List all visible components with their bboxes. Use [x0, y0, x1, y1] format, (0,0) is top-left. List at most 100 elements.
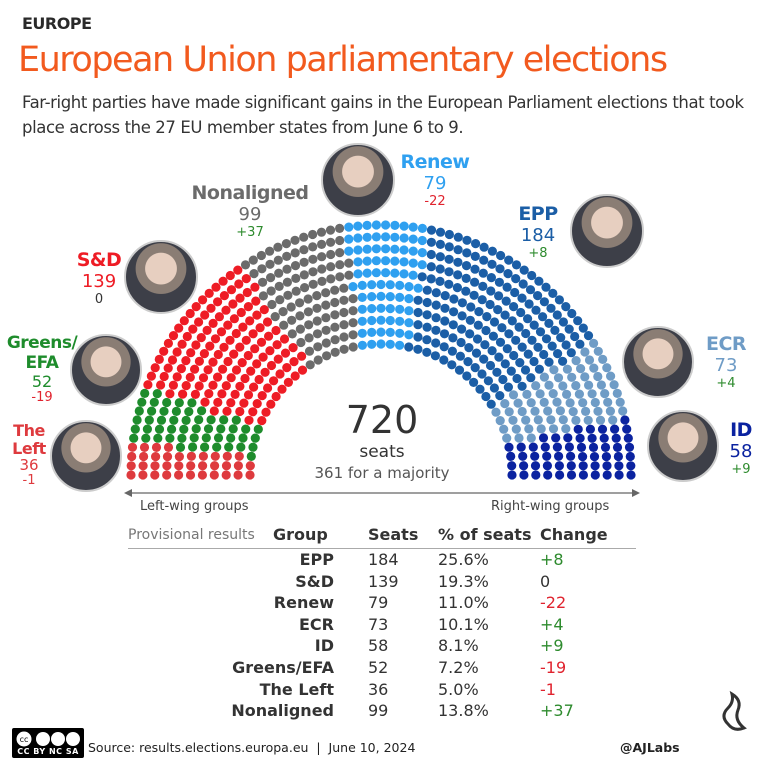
- seat-s-d: [168, 380, 178, 390]
- seat-epp: [544, 318, 554, 328]
- seat-the-left: [221, 470, 231, 480]
- seat-s-d: [280, 348, 291, 358]
- seat-epp: [539, 297, 550, 307]
- seat-epp: [561, 340, 571, 350]
- seat-nonaligned: [317, 239, 327, 249]
- seat-nonaligned: [299, 232, 309, 242]
- seat-renew: [408, 258, 418, 268]
- pct-cell: 19.3%: [438, 571, 489, 591]
- seat-ecr: [517, 406, 527, 417]
- seat-nonaligned: [330, 322, 340, 332]
- seat-epp: [440, 303, 450, 313]
- seat-s-d: [258, 352, 268, 362]
- seat-nonaligned: [321, 325, 331, 335]
- seat-renew: [404, 282, 414, 292]
- seat-epp: [498, 374, 508, 385]
- label-sd: S&D 139 0: [66, 249, 132, 307]
- seat-epp: [472, 334, 483, 344]
- seat-s-d: [243, 390, 254, 400]
- seat-renew: [357, 304, 367, 314]
- seat-renew: [413, 283, 423, 293]
- seat-epp: [485, 360, 496, 371]
- seat-ecr: [595, 415, 606, 425]
- seat-nonaligned: [282, 251, 292, 261]
- seat-s-d: [213, 397, 223, 407]
- seat-renew: [408, 222, 418, 232]
- seat-s-d: [235, 381, 245, 391]
- seat-renew: [417, 223, 427, 233]
- seat-nonaligned: [296, 337, 306, 348]
- seat-ecr: [535, 389, 545, 399]
- seat-epp: [435, 264, 445, 274]
- seat-id: [626, 470, 636, 480]
- seat-the-left: [126, 461, 136, 471]
- seat-s-d: [218, 364, 228, 374]
- seat-epp: [533, 342, 543, 352]
- seat-s-d: [226, 373, 236, 383]
- sd-leader-photo: [124, 240, 198, 314]
- seat-greens-efa: [187, 398, 197, 408]
- seat-epp: [523, 349, 533, 359]
- seat-renew: [381, 268, 391, 278]
- left-leader-photo: [50, 420, 122, 492]
- seat-s-d: [163, 338, 173, 348]
- seat-epp: [413, 295, 423, 305]
- seat-the-left: [245, 470, 255, 480]
- seat-nonaligned: [335, 260, 345, 270]
- label-greens: Greens/ EFA 52 -19: [2, 333, 82, 406]
- seat-greens-efa: [212, 442, 222, 452]
- seat-greens-efa: [213, 433, 224, 443]
- seat-s-d: [289, 357, 299, 367]
- seat-nonaligned: [265, 246, 275, 256]
- seat-ecr: [593, 406, 603, 416]
- seat-renew: [385, 327, 395, 337]
- seat-id: [542, 461, 553, 471]
- seat-epp: [481, 391, 491, 402]
- seat-epp: [511, 274, 521, 284]
- seat-renew: [348, 282, 358, 292]
- group-change: +4: [716, 375, 736, 391]
- seat-epp: [426, 237, 436, 247]
- seat-renew: [362, 244, 372, 254]
- seat-epp: [447, 360, 457, 370]
- seat-epp: [475, 384, 485, 394]
- seat-epp: [529, 320, 539, 330]
- seat-greens-efa: [167, 424, 177, 434]
- seat-epp: [495, 264, 505, 274]
- seat-epp: [478, 268, 488, 278]
- kicker: EUROPE: [22, 14, 92, 33]
- seat-ecr: [580, 372, 590, 382]
- group-seats: 139: [81, 270, 117, 292]
- seat-s-d: [261, 407, 271, 417]
- seat-epp: [435, 252, 445, 262]
- seat-the-left: [127, 451, 137, 462]
- seat-epp: [511, 260, 522, 270]
- table-caption: Provisional results: [128, 523, 273, 549]
- seat-s-d: [181, 356, 191, 366]
- seat-id: [600, 442, 611, 452]
- label-renew: Renew 79 -22: [390, 151, 480, 209]
- seat-nonaligned: [348, 318, 358, 328]
- id-leader-photo: [647, 410, 719, 482]
- seat-ecr: [562, 389, 572, 399]
- seat-s-d: [185, 308, 195, 319]
- seat-greens-efa: [248, 442, 258, 452]
- seat-greens-efa: [246, 451, 256, 461]
- seat-id: [614, 461, 624, 471]
- table-row: ECR 73 10.1% +4: [128, 614, 636, 636]
- seat-epp: [511, 335, 521, 345]
- seat-epp: [457, 298, 467, 308]
- seat-nonaligned: [273, 242, 283, 252]
- seat-greens-efa: [216, 424, 226, 434]
- source-note: Source: results.elections.europa.eu | Ju…: [88, 740, 416, 755]
- seat-id: [623, 433, 633, 443]
- seat-id: [552, 442, 563, 452]
- seat-greens-efa: [201, 433, 211, 443]
- seats-cell: 36: [368, 679, 389, 699]
- seat-ecr: [548, 424, 559, 434]
- seat-ecr: [583, 415, 593, 425]
- seat-nonaligned: [326, 274, 336, 284]
- seat-epp: [517, 293, 527, 303]
- seat-nonaligned: [308, 242, 318, 252]
- seat-id: [602, 461, 612, 471]
